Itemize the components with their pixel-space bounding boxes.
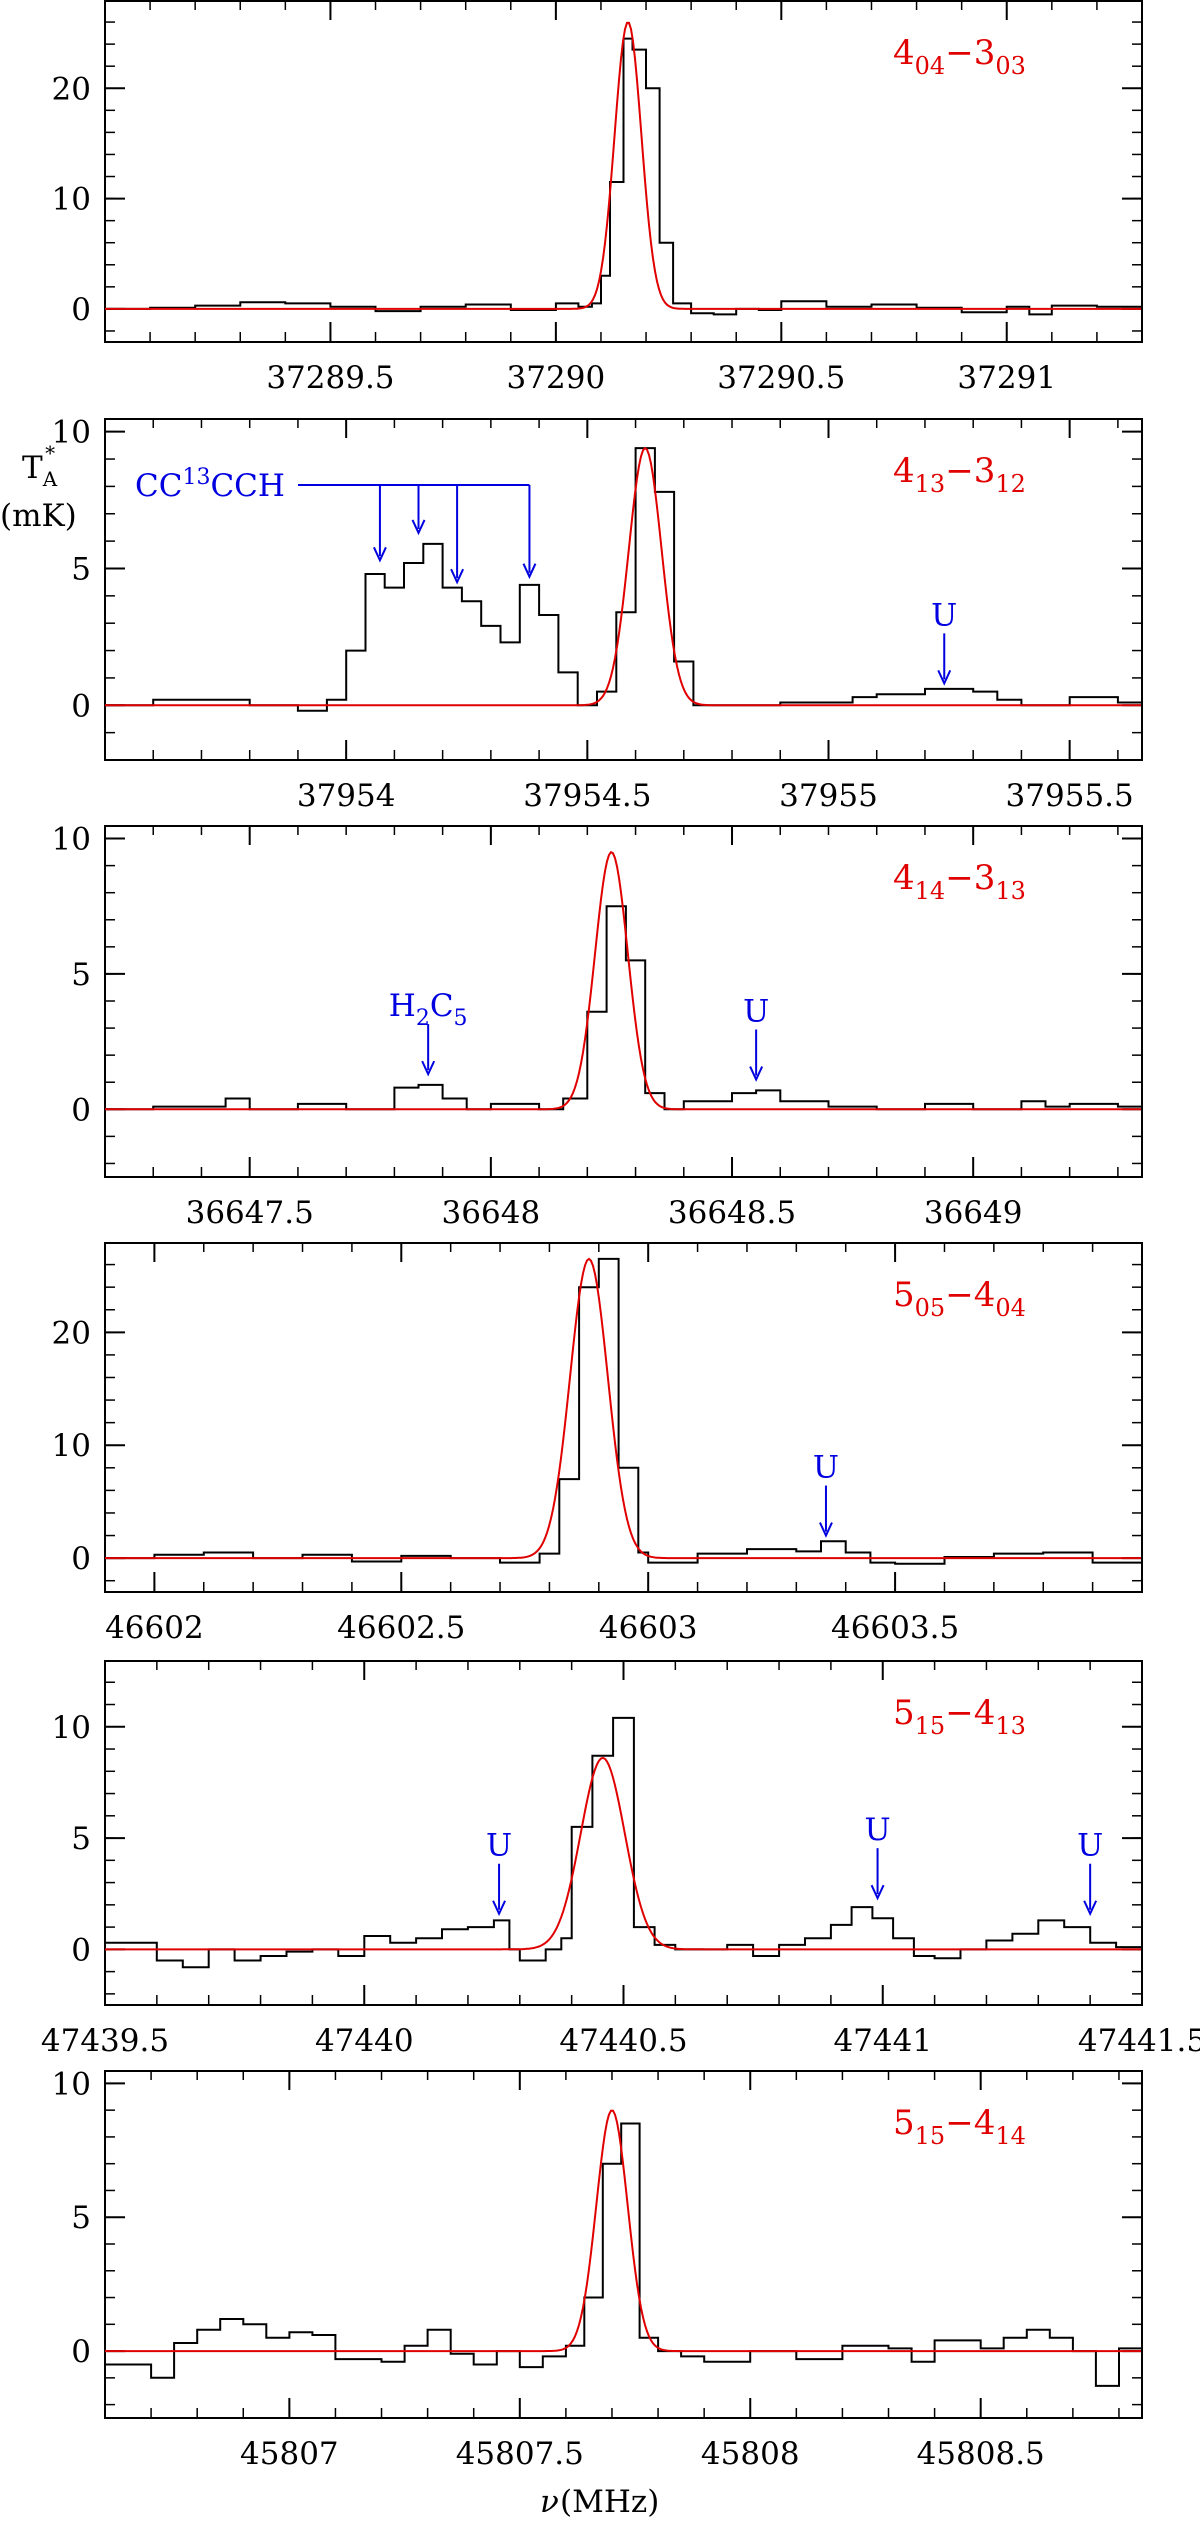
group-arrow-head — [450, 568, 465, 585]
gaussian-fit-line — [105, 21, 1141, 310]
gaussian-fit-line — [105, 1257, 1141, 1560]
x-tick-label: 36648.5 — [668, 1195, 796, 1231]
y-tick-label: 10 — [52, 182, 91, 218]
y-tick-label: 5 — [71, 1821, 91, 1857]
annotation-arrow-head — [819, 1522, 833, 1538]
x-tick-label: 36649 — [924, 1195, 1023, 1231]
y-axis-title: TA* (mK) — [0, 441, 77, 534]
spectrum-histogram — [105, 447, 1143, 712]
spectrum-panel: 0 5 10 37954 37954.5 37955 37955.5 413−312 U CC13… — [52, 415, 1143, 814]
transition-label: 505−404 — [893, 1275, 1026, 1322]
x-tick-label: 47439.5 — [41, 2023, 169, 2059]
spectrum-panel: 0 5 10 47439.5 47440 47440.5 47441 47441.5 515−4… — [41, 1660, 1200, 2059]
transition-label: 414−313 — [893, 858, 1026, 905]
x-tick-label: 36648 — [442, 1195, 541, 1231]
x-tick-label: 47440 — [315, 2023, 414, 2059]
y-axis-title-t: TA* — [22, 441, 58, 491]
x-tick-label: 46603 — [599, 1610, 698, 1646]
annotation-arrow-head — [937, 669, 952, 686]
x-tick-label: 37955 — [779, 778, 878, 814]
x-tick-label: 37290.5 — [717, 360, 845, 396]
y-tick-label: 0 — [71, 1932, 91, 1968]
y-tick-label: 5 — [71, 551, 91, 587]
plot-frame — [104, 1242, 1143, 1593]
y-tick-label: 0 — [71, 1092, 91, 1128]
annotation-label: U — [864, 1812, 890, 1848]
x-tick-label: 45807 — [240, 2436, 339, 2472]
x-axis-title-unit: (MHz) — [560, 2484, 659, 2520]
y-tick-label: 0 — [71, 2334, 91, 2370]
x-tick-label: 46602.5 — [337, 1610, 465, 1646]
x-tick-label: 37291 — [957, 360, 1056, 396]
spectrum-panel: 0 10 20 37289.5 37290 37290.5 37291 404−303 — [52, 0, 1143, 396]
y-tick-label: 10 — [52, 1710, 91, 1746]
group-arrow-head — [522, 563, 537, 580]
x-tick-label: 47441 — [833, 2023, 932, 2059]
gaussian-fit-line — [105, 850, 1141, 1111]
x-tick-label: 46603.5 — [831, 1610, 959, 1646]
x-tick-label: 45808.5 — [917, 2436, 1045, 2472]
y-tick-label: 0 — [71, 688, 91, 724]
molecule-label: H2C5 — [389, 988, 468, 1031]
y-tick-label: 5 — [71, 2200, 91, 2236]
y-tick-label: 10 — [52, 1428, 91, 1464]
group-label: CC13CCH — [135, 465, 285, 504]
gaussian-fit-line — [105, 1756, 1141, 1951]
annotation-label: U — [931, 597, 957, 633]
x-tick-label: 37289.5 — [266, 360, 394, 396]
group-arrow-head — [373, 546, 387, 563]
annotation-label: U — [1077, 1828, 1103, 1864]
spectrum-histogram — [105, 37, 1142, 316]
y-tick-label: 10 — [52, 2066, 91, 2102]
x-tick-label: 46602 — [105, 1610, 204, 1646]
annotation-label: U — [813, 1450, 839, 1486]
spectrum-histogram — [105, 1257, 1143, 1565]
spectrum-histogram — [105, 2122, 1143, 2387]
annotation-label: U — [486, 1828, 512, 1864]
x-axis-title-symbol: ν — [540, 2484, 559, 2520]
gaussian-fit-line — [105, 446, 1141, 707]
transition-label: 413−312 — [893, 451, 1026, 498]
group-arrow-head — [411, 519, 426, 536]
spectrum-panel: 0 5 10 36647.5 36648 36648.5 36649 414−313 U H2C5 — [52, 822, 1143, 1231]
y-tick-label: 10 — [52, 822, 91, 858]
plot-frame — [104, 0, 1143, 343]
y-tick-label: 10 — [52, 415, 91, 451]
annotation-label: U — [743, 994, 769, 1030]
x-tick-label: 37290 — [507, 360, 606, 396]
x-tick-label: 37954 — [297, 778, 396, 814]
x-tick-label: 47441.5 — [1078, 2023, 1200, 2059]
x-tick-label: 45807.5 — [456, 2436, 584, 2472]
annotation-arrow-head — [492, 1900, 506, 1917]
x-tick-label: 37955.5 — [1006, 778, 1134, 814]
spectrum-histogram — [105, 1716, 1143, 1969]
y-axis-title-unit: (mK) — [0, 498, 77, 534]
spectrum-panel: 0 5 10 45807 45807.5 45808 45808.5 515−414 — [52, 2066, 1143, 2472]
x-tick-label: 36647.5 — [186, 1195, 314, 1231]
spectrum-histogram — [105, 905, 1143, 1111]
spectrum-panel: 0 10 20 46602 46602.5 46603 46603.5 505−404 U — [52, 1242, 1143, 1646]
y-tick-label: 0 — [71, 292, 91, 328]
transition-label: 515−414 — [893, 2103, 1026, 2150]
y-tick-label: 20 — [52, 1315, 91, 1351]
x-tick-label: 47440.5 — [559, 2023, 687, 2059]
y-tick-label: 0 — [71, 1541, 91, 1577]
x-axis-title: ν (MHz) — [540, 2484, 659, 2520]
transition-label: 404−303 — [893, 33, 1026, 80]
x-tick-label: 37954.5 — [523, 778, 651, 814]
x-tick-label: 45808 — [701, 2436, 800, 2472]
annotation-arrow-head — [870, 1884, 885, 1901]
y-tick-label: 20 — [52, 71, 91, 107]
annotation-arrow-head — [1083, 1900, 1098, 1917]
molecule-arrow-head — [421, 1060, 436, 1077]
annotation-arrow-head — [749, 1066, 764, 1082]
gaussian-fit-line — [105, 2109, 1141, 2353]
plot-frame — [104, 418, 1143, 761]
transition-label: 515−413 — [893, 1693, 1026, 1740]
y-tick-label: 5 — [71, 957, 91, 993]
